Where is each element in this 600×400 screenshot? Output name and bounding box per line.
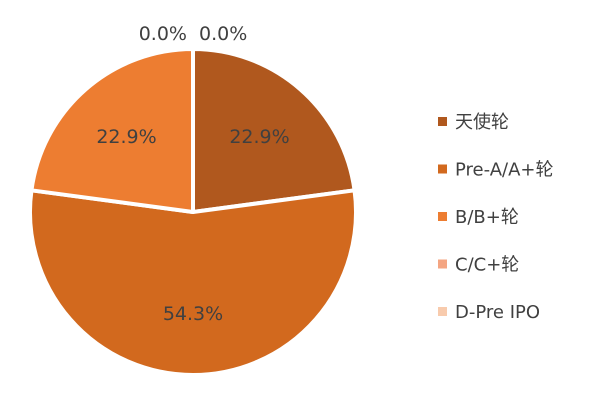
legend-label-1: Pre-A/A+轮 bbox=[455, 160, 554, 181]
legend-swatch-3 bbox=[438, 259, 447, 269]
legend-swatch-4 bbox=[438, 307, 447, 316]
legend-label-2: B/B+轮 bbox=[455, 207, 519, 228]
legend-swatch-2 bbox=[438, 212, 447, 221]
slice-0 bbox=[191, 47, 357, 214]
legend-swatch-0 bbox=[438, 117, 447, 126]
legend-swatch-1 bbox=[438, 164, 447, 174]
slice-0-label: 22.9% bbox=[229, 126, 289, 148]
slice-3-label: 0.0% bbox=[199, 23, 247, 45]
legend: 天使轮 Pre-A/A+轮 B/B+轮 C/C+轮 D-Pre IPO bbox=[438, 112, 554, 323]
slice-4-label: 0.0% bbox=[139, 23, 187, 45]
slice-2-label: 22.9% bbox=[96, 126, 156, 148]
pie-slices bbox=[28, 47, 358, 377]
slice-1-label: 54.3% bbox=[163, 303, 223, 325]
slice-1 bbox=[28, 188, 358, 377]
legend-label-4: D-Pre IPO bbox=[455, 302, 540, 323]
legend-label-0: 天使轮 bbox=[455, 112, 509, 133]
slice-labels: 22.9% 54.3% 22.9% 0.0% 0.0% bbox=[96, 23, 289, 325]
slice-2 bbox=[29, 47, 195, 214]
legend-label-3: C/C+轮 bbox=[455, 255, 519, 276]
